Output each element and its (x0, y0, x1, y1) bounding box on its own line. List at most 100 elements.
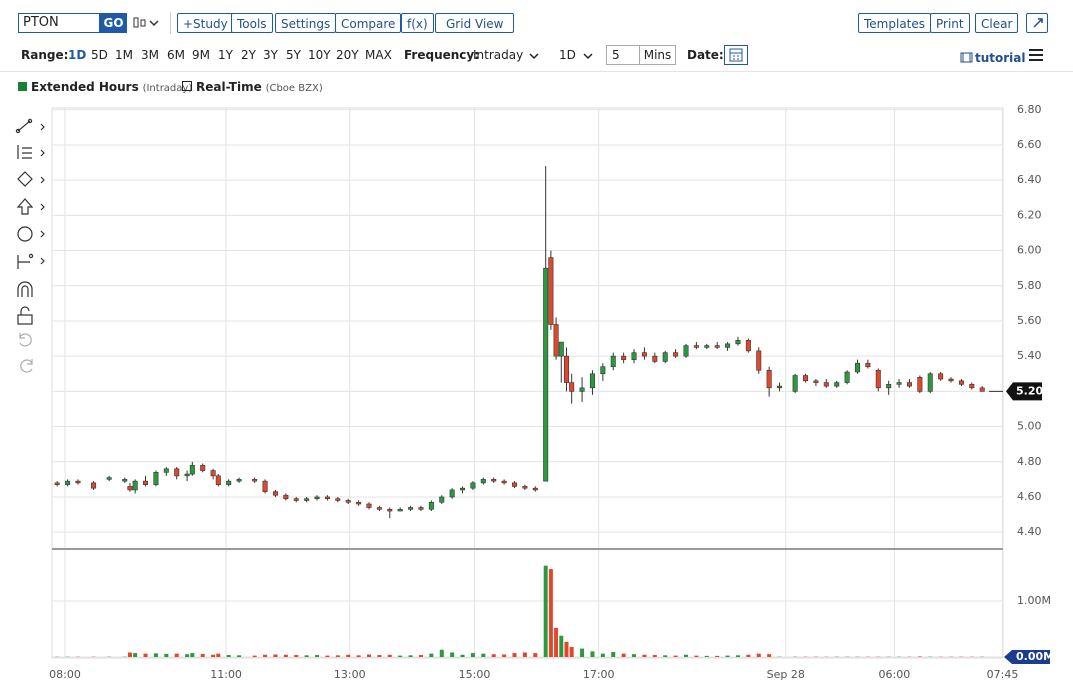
range-option[interactable]: MAX (365, 48, 392, 62)
dropdown-arrow (583, 50, 593, 64)
candle-body (600, 366, 606, 375)
range-option[interactable]: 10Y (308, 48, 331, 62)
volume-bar (756, 653, 761, 657)
x-tick-label: 15:00 (459, 668, 491, 681)
volume-bar (283, 654, 288, 657)
y-tick-label: 5.60 (1017, 314, 1042, 327)
candle-body (272, 491, 278, 496)
period-select[interactable]: 1D (559, 48, 576, 62)
candle-body (345, 500, 351, 503)
candle-body (886, 384, 892, 389)
expand-button[interactable] (1026, 13, 1048, 33)
tool-text[interactable] (17, 226, 45, 242)
candle-body (184, 473, 190, 477)
tool-arrow[interactable] (16, 198, 45, 215)
toolbar-button[interactable]: Tools (231, 13, 273, 33)
range-option[interactable]: 5D (91, 48, 108, 62)
range-option[interactable]: 6M (167, 48, 185, 62)
x-tick-label: 08:00 (49, 668, 81, 681)
tool-line[interactable] (15, 118, 45, 134)
volume-bar (673, 655, 678, 657)
toolbar-button[interactable]: Templates (858, 13, 932, 33)
candle-body (548, 257, 554, 325)
candle-body (532, 487, 538, 491)
candle-body (522, 486, 528, 489)
range-option[interactable]: 1M (115, 48, 133, 62)
volume-bar (632, 654, 637, 657)
volume-bar (621, 653, 626, 657)
candle-body (844, 371, 850, 383)
volume-bar (502, 654, 507, 657)
toolbar-button[interactable]: f(x) (401, 13, 434, 33)
candle-body (641, 352, 647, 357)
go-button[interactable]: GO (100, 13, 127, 33)
legend-item[interactable]: Extended Hours (Intraday) (18, 80, 192, 94)
menu-icon[interactable] (1028, 47, 1044, 63)
date-picker[interactable] (724, 45, 748, 65)
range-option[interactable]: 2Y (241, 48, 256, 62)
candle-body (652, 355, 658, 362)
candle-body (439, 496, 445, 503)
volume-bar (174, 653, 179, 657)
interval-input[interactable]: 5 (606, 45, 640, 65)
candle-body (725, 343, 731, 348)
chart-type-icon[interactable] (132, 15, 162, 31)
candle-body (54, 482, 60, 485)
legend-note: (Intraday) (142, 83, 193, 94)
toolbar-button[interactable]: Settings (275, 13, 337, 33)
candle-body (314, 496, 320, 500)
toolbar-button[interactable]: Grid View (435, 13, 515, 33)
legend-note: (Cboe BZX) (265, 83, 323, 94)
toolbar-button[interactable]: Clear (975, 13, 1019, 33)
tool-shape[interactable] (17, 171, 45, 187)
volume-bar (315, 655, 320, 657)
tool-measure[interactable] (17, 253, 45, 269)
legend-item[interactable]: Real-Time (Cboe BZX) (182, 80, 323, 94)
tool-lock[interactable] (17, 306, 33, 325)
candle-body (418, 507, 424, 510)
candle-body (662, 352, 668, 362)
volume-bar (408, 655, 413, 657)
candle-body (756, 350, 762, 371)
candle-body (823, 382, 829, 387)
range-option[interactable]: 1D (68, 48, 87, 62)
date-label: Date: (687, 48, 724, 62)
candle-body (252, 479, 258, 482)
toolbar-button[interactable]: +Study (177, 13, 234, 33)
y-tick-label: 5.80 (1017, 279, 1042, 292)
volume-tag (1004, 650, 1050, 664)
toolbar-button[interactable]: Compare (335, 13, 402, 33)
toolbar-button[interactable]: Print (930, 13, 970, 33)
candle-body (569, 382, 575, 392)
candle-body (906, 382, 912, 387)
volume-bar (133, 653, 138, 657)
candle-body (293, 498, 299, 501)
tool-redo[interactable] (20, 359, 33, 373)
range-option[interactable]: 5Y (286, 48, 301, 62)
volume-bar (346, 654, 351, 657)
candle-body (428, 501, 434, 510)
volume-bar (559, 635, 564, 657)
volume-bar (580, 648, 585, 657)
range-option[interactable]: 1Y (218, 48, 233, 62)
tool-undo[interactable] (19, 333, 32, 347)
x-tick-label: 07:45 (987, 668, 1019, 681)
range-option[interactable]: 9M (192, 48, 210, 62)
candle-body (153, 472, 159, 485)
range-option[interactable]: 20Y (336, 48, 359, 62)
frequency-select[interactable]: Intraday (473, 48, 524, 62)
volume-bar (127, 652, 132, 657)
candle-body (106, 477, 112, 480)
tool-magnet[interactable] (17, 281, 33, 297)
candle-body (215, 475, 221, 485)
volume-bar (735, 655, 740, 657)
range-option[interactable]: 3Y (263, 48, 278, 62)
tool-fib[interactable] (17, 145, 45, 159)
tutorial-link[interactable]: tutorial (960, 51, 1026, 65)
range-label: Range: (21, 48, 69, 62)
price-chart: 4.40 4.60 4.80 5.00 5.20 5.40 5.60 5.80 6.00 6.20… (49, 103, 1054, 681)
range-option[interactable]: 3M (141, 48, 159, 62)
volume-bar (325, 655, 330, 657)
symbol-input[interactable]: PTON (18, 13, 100, 33)
